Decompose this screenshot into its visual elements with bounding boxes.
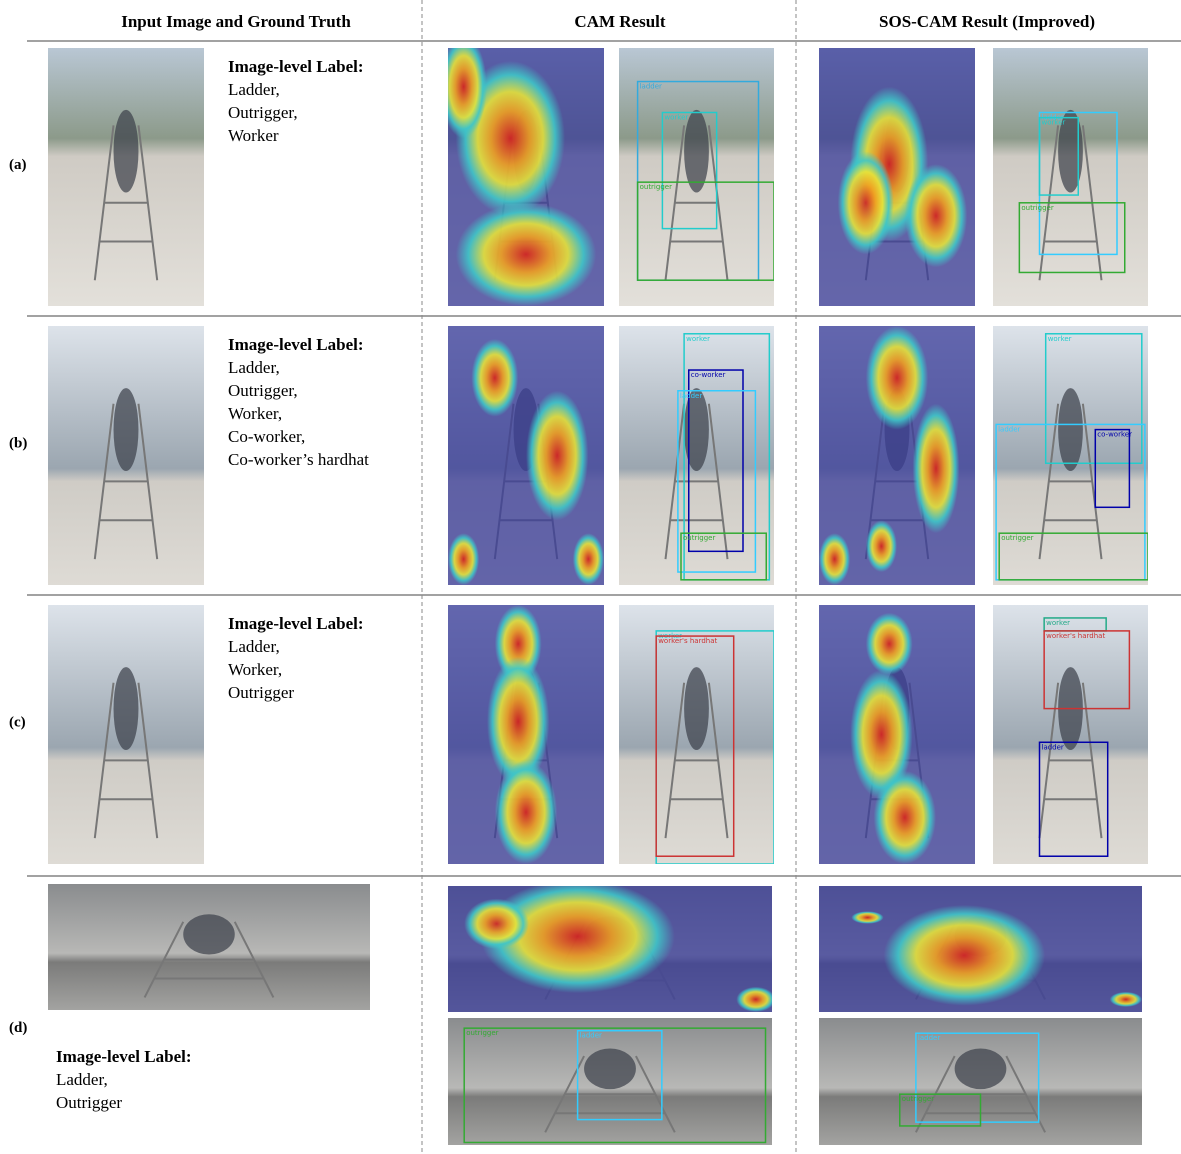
box-label: outrigger bbox=[1001, 534, 1033, 542]
box-label: ladder bbox=[918, 1034, 940, 1042]
box-label: ladder bbox=[1042, 743, 1064, 751]
heat-blob bbox=[440, 35, 487, 138]
image bbox=[448, 326, 604, 585]
box-label: worker bbox=[686, 335, 710, 343]
row-tag: (c) bbox=[9, 715, 26, 731]
row-tag: (b) bbox=[9, 436, 27, 452]
label-item: Ladder, bbox=[228, 80, 280, 99]
heat-blob bbox=[838, 151, 894, 254]
box-label: ladder bbox=[640, 83, 662, 91]
image: worker worker's hardhat ladder bbox=[993, 605, 1148, 864]
image bbox=[819, 326, 975, 585]
heat-blob bbox=[1110, 992, 1142, 1007]
box-label: outrigger bbox=[683, 534, 715, 542]
image bbox=[440, 35, 604, 306]
label-item: Outrigger bbox=[228, 683, 294, 702]
image bbox=[819, 605, 975, 864]
box-label: ladder bbox=[680, 392, 702, 400]
heat-blob bbox=[495, 760, 557, 864]
box-label: ladder bbox=[998, 425, 1020, 433]
label-item: Ladder, bbox=[228, 358, 280, 377]
box-label: co-worker bbox=[691, 371, 726, 379]
heat-blob bbox=[471, 339, 518, 417]
label-item: Outrigger, bbox=[228, 103, 298, 122]
person-shape bbox=[1058, 388, 1083, 471]
heat-blob bbox=[456, 203, 596, 306]
image: worker ladder co-worker outrigger bbox=[993, 326, 1148, 585]
person-shape bbox=[955, 1048, 1007, 1089]
image: ladder outrigger bbox=[819, 1018, 1142, 1145]
image: ladder worker outrigger bbox=[619, 48, 774, 306]
heat-blob bbox=[866, 326, 928, 430]
box-label: outrigger bbox=[640, 183, 672, 191]
box-label: outrigger bbox=[902, 1095, 934, 1103]
row-tag: (a) bbox=[9, 157, 27, 173]
heat-blob bbox=[874, 771, 936, 864]
heat-blob bbox=[913, 404, 960, 534]
heat-blob bbox=[573, 533, 604, 585]
label-item: Worker bbox=[228, 126, 279, 145]
box-label: worker's hardhat bbox=[1046, 632, 1105, 640]
image bbox=[448, 605, 604, 864]
heat-blob bbox=[884, 905, 1046, 1006]
image bbox=[819, 48, 975, 306]
image bbox=[448, 880, 775, 1012]
image bbox=[819, 886, 1142, 1012]
label-heading: Image-level Label: bbox=[228, 335, 364, 354]
box-label: worker bbox=[664, 114, 688, 122]
box-label: worker bbox=[1042, 119, 1066, 127]
column-header: Input Image and Ground Truth bbox=[121, 12, 351, 31]
label-item: Outrigger, bbox=[228, 381, 298, 400]
figure: Input Image and Ground Truth CAM Result … bbox=[0, 0, 1181, 1154]
label-item: Co-worker’s hardhat bbox=[228, 450, 369, 469]
label-item: Ladder, bbox=[56, 1070, 108, 1089]
box-label: worker bbox=[1046, 619, 1070, 627]
heat-blob bbox=[866, 520, 897, 572]
box-label: outrigger bbox=[1021, 204, 1053, 212]
label-item: Worker, bbox=[228, 404, 282, 423]
heat-blob bbox=[448, 533, 479, 585]
heat-blob bbox=[464, 899, 529, 949]
person-shape bbox=[684, 388, 709, 471]
column-header: SOS-CAM Result (Improved) bbox=[879, 12, 1095, 31]
image: worker co-worker ladder outrigger bbox=[619, 326, 774, 585]
row-tag: (d) bbox=[9, 1020, 27, 1036]
person-shape bbox=[114, 110, 139, 193]
image bbox=[48, 326, 204, 585]
heat-blob bbox=[866, 613, 913, 675]
label-item: Co-worker, bbox=[228, 427, 305, 446]
box-label: worker's hardhat bbox=[658, 637, 717, 645]
label-item: Outrigger bbox=[56, 1093, 122, 1112]
box-label: ladder bbox=[580, 1032, 602, 1040]
person-shape bbox=[183, 914, 235, 954]
heat-blob bbox=[526, 391, 588, 521]
image: outrigger ladder bbox=[448, 1018, 772, 1145]
column-header: CAM Result bbox=[574, 12, 665, 31]
label-heading: Image-level Label: bbox=[56, 1047, 192, 1066]
image: workerworker's hardhat bbox=[619, 605, 774, 864]
image bbox=[48, 48, 204, 306]
person-shape bbox=[114, 667, 139, 750]
person-shape bbox=[114, 388, 139, 471]
label-heading: Image-level Label: bbox=[228, 614, 364, 633]
person-shape bbox=[684, 667, 709, 750]
label-item: Worker, bbox=[228, 660, 282, 679]
box-label: co-worker bbox=[1097, 431, 1132, 439]
label-item: Ladder, bbox=[228, 637, 280, 656]
heat-blob bbox=[819, 533, 850, 585]
label-heading: Image-level Label: bbox=[228, 57, 364, 76]
heat-blob bbox=[851, 911, 883, 924]
box-label: outrigger bbox=[466, 1029, 498, 1037]
image bbox=[48, 605, 204, 864]
heat-blob bbox=[905, 164, 967, 267]
image bbox=[48, 884, 370, 1010]
heat-blob bbox=[736, 987, 775, 1012]
box-label: worker bbox=[1048, 335, 1072, 343]
person-shape bbox=[584, 1048, 636, 1089]
person-shape bbox=[684, 110, 709, 193]
